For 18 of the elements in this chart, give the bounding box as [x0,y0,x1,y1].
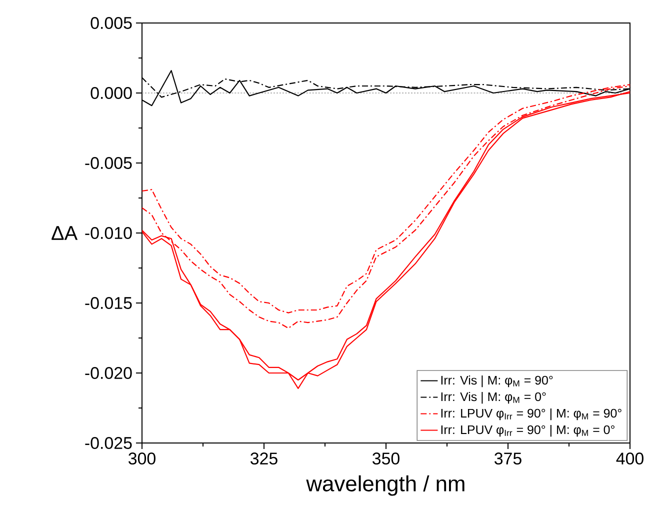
legend-label: Irr: Vis | M: φ$_{M}$ = 90° [441,375,553,388]
y-tick-label: -0.020 [85,367,132,380]
y-tick-label: 0.005 [90,17,132,29]
x-tick-label: 400 [616,452,644,465]
x-tick-label: 350 [372,452,400,465]
y-tick-label: -0.025 [85,437,132,450]
y-tick-label: -0.005 [85,157,132,169]
x-tick-label: 325 [250,452,278,465]
y-tick-label: -0.010 [85,227,132,239]
y-tick-label: -0.015 [85,297,132,309]
y-axis-title: ΔA [52,226,78,240]
legend-label: Irr: LPUV φ$_{Irr}$ = 90° | M: φ$_{M}$ = 0° [441,424,614,437]
y-tick-label: 0.000 [90,87,132,99]
x-tick-label: 300 [128,452,156,465]
legend-label: Irr: LPUV φ$_{Irr}$ = 90° | M: φ$_{M}$ = 90° [441,408,622,420]
x-tick-label: 375 [494,452,522,465]
x-axis-title: wavelength / nm [306,475,464,496]
legend-label: Irr: Vis | M: φ$_{M}$ = 0° [441,392,546,404]
